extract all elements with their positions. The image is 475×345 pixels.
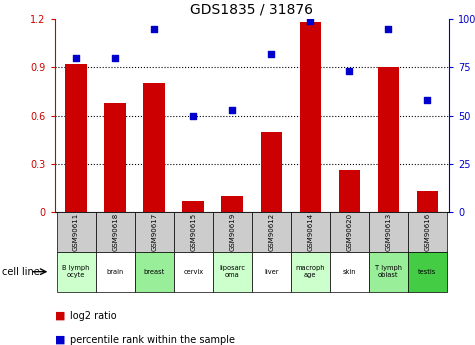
FancyBboxPatch shape [174,212,213,252]
Text: breast: breast [143,269,165,275]
FancyBboxPatch shape [369,252,408,292]
Text: GSM90612: GSM90612 [268,213,274,251]
FancyBboxPatch shape [57,252,95,292]
FancyBboxPatch shape [174,252,213,292]
Bar [300,22,321,212]
Text: GSM90613: GSM90613 [385,213,391,251]
Point [385,26,392,31]
Bar [104,103,126,212]
Point [306,18,314,24]
Text: cervix: cervix [183,269,203,275]
Bar [260,132,282,212]
FancyBboxPatch shape [252,252,291,292]
Point [424,97,431,103]
Bar [339,170,360,212]
Text: GSM90614: GSM90614 [307,213,314,251]
FancyBboxPatch shape [330,252,369,292]
FancyBboxPatch shape [57,212,95,252]
Text: B lymph
ocyte: B lymph ocyte [62,265,90,278]
FancyBboxPatch shape [408,212,447,252]
FancyBboxPatch shape [369,212,408,252]
Text: macroph
age: macroph age [295,265,325,278]
FancyBboxPatch shape [95,252,134,292]
Bar [417,191,438,212]
Text: GSM90615: GSM90615 [190,213,196,251]
Text: ■: ■ [55,335,65,345]
Text: T lymph
oblast: T lymph oblast [375,265,402,278]
FancyBboxPatch shape [330,212,369,252]
FancyBboxPatch shape [252,212,291,252]
FancyBboxPatch shape [291,212,330,252]
FancyBboxPatch shape [213,252,252,292]
Text: cell line: cell line [2,267,40,277]
FancyBboxPatch shape [134,212,174,252]
Text: GSM90617: GSM90617 [151,213,157,251]
Bar [378,67,399,212]
Text: GSM90618: GSM90618 [112,213,118,251]
Point [190,113,197,118]
Text: ■: ■ [55,311,65,321]
Point [228,107,236,112]
FancyBboxPatch shape [213,212,252,252]
Text: skin: skin [342,269,356,275]
Text: log2 ratio: log2 ratio [70,311,117,321]
Text: liver: liver [264,269,278,275]
FancyBboxPatch shape [291,252,330,292]
Title: GDS1835 / 31876: GDS1835 / 31876 [190,2,313,17]
Point [267,51,275,57]
Text: GSM90611: GSM90611 [73,213,79,251]
Text: percentile rank within the sample: percentile rank within the sample [70,335,235,345]
FancyBboxPatch shape [408,252,447,292]
Text: GSM90616: GSM90616 [424,213,430,251]
Bar [221,196,243,212]
Text: testis: testis [418,269,437,275]
Bar [143,83,165,212]
Point [345,68,353,74]
Text: GSM90620: GSM90620 [346,213,352,251]
Point [111,55,119,60]
Text: brain: brain [106,269,124,275]
Point [151,26,158,31]
Bar [182,201,204,212]
FancyBboxPatch shape [134,252,174,292]
FancyBboxPatch shape [95,212,134,252]
Text: liposarc
oma: liposarc oma [219,265,245,278]
Text: GSM90619: GSM90619 [229,213,235,251]
Point [72,55,80,60]
Bar [66,64,87,212]
